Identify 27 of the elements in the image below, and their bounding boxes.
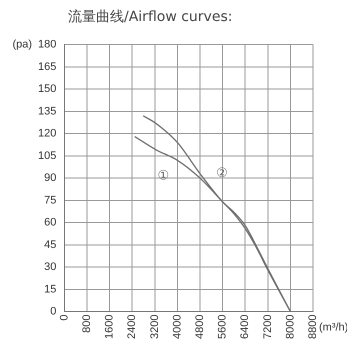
x-tick-label: 2400 — [126, 314, 138, 340]
chart-title: 流量曲线/Airflow curves: — [67, 8, 234, 27]
x-tick-label: 4800 — [194, 314, 206, 340]
y-tick-label: 60 — [44, 216, 56, 229]
y-tick-label: 30 — [44, 261, 56, 274]
x-tick-label: 4000 — [171, 314, 184, 340]
x-tick-label: 8800 — [307, 314, 320, 340]
x-tick-label: 6400 — [239, 314, 252, 340]
x-tick-label: 7200 — [262, 314, 274, 340]
x-tick-label: 1600 — [104, 314, 116, 340]
y-tick-label: 75 — [44, 194, 56, 206]
x-tick-label: 8000 — [284, 314, 296, 340]
y-tick-label: 135 — [38, 105, 56, 118]
y-axis-title: (pa) — [12, 38, 32, 51]
y-tick-label: 180 — [38, 38, 56, 51]
x-tick-label: 0 — [58, 314, 70, 321]
y-tick-label: 45 — [44, 238, 56, 251]
y-tick-label: 150 — [38, 83, 56, 96]
x-tick-label: 5600 — [216, 314, 229, 340]
y-tick-label: 0 — [50, 306, 56, 318]
x-tick-label: 800 — [80, 314, 93, 333]
y-tick-label: 105 — [38, 150, 56, 162]
x-tick-label: 3200 — [148, 314, 161, 340]
y-tick-label: 90 — [44, 172, 56, 184]
y-tick-label: 15 — [44, 283, 56, 296]
y-tick-label: 120 — [38, 128, 56, 140]
y-tick-label: 165 — [38, 60, 56, 73]
